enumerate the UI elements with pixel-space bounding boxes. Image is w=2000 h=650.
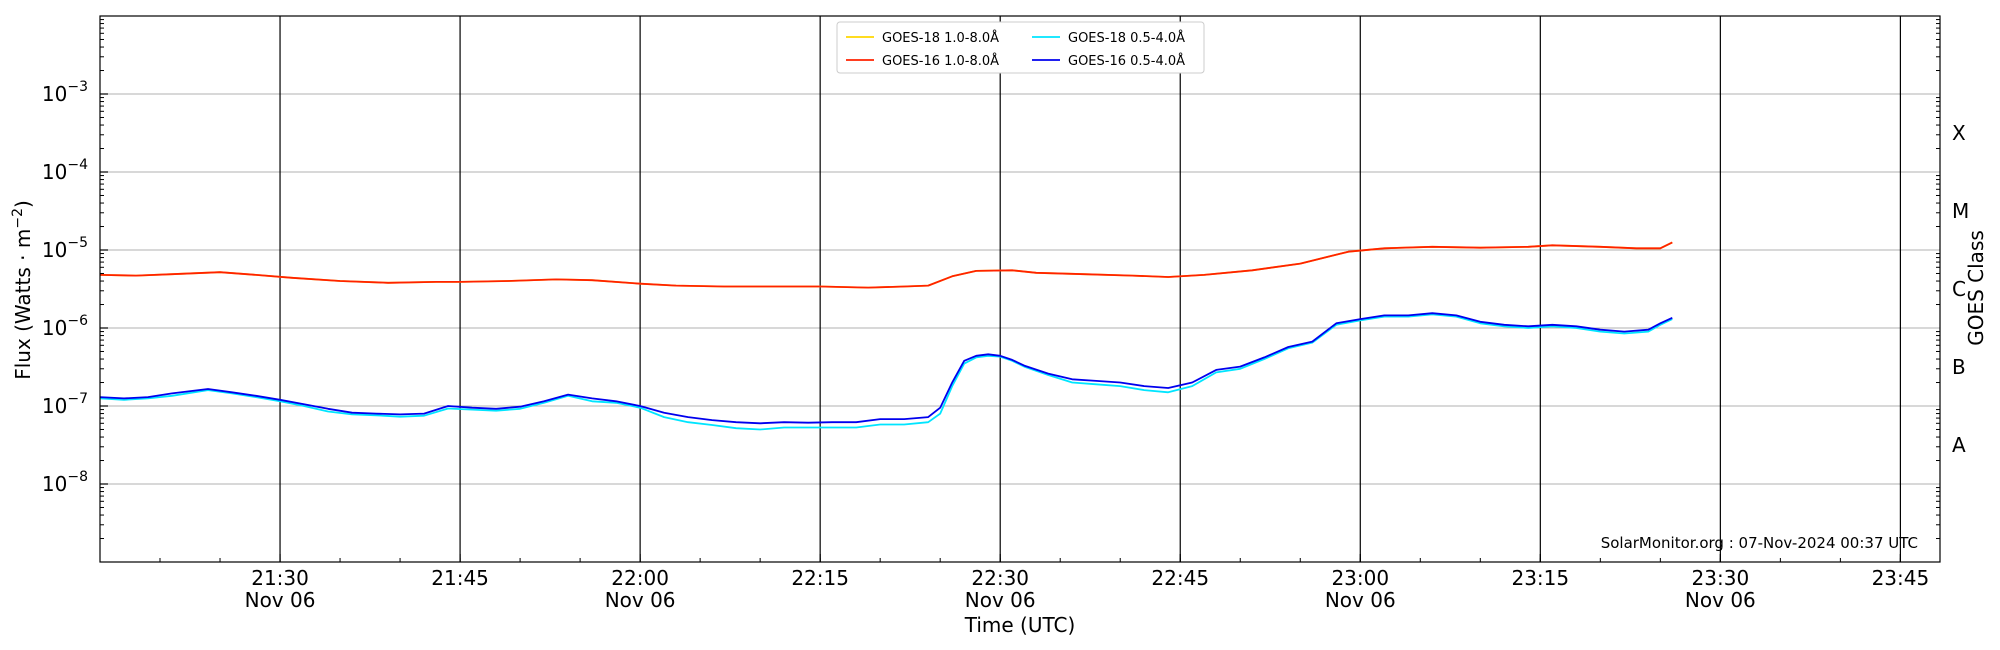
y-tick-label: 10−5 [42,235,88,262]
x-tick-label: 23:45 [1872,566,1930,590]
x-tick-label: 22:00 [611,566,669,590]
goes-class-m-label: M [1952,199,1969,223]
x-tick-label: 21:30 [251,566,309,590]
legend-label: GOES-16 0.5-4.0Å [1068,53,1185,69]
goes-class-b-label: B [1952,355,1966,379]
goes-class-a-label: A [1952,433,1966,457]
credit-text: SolarMonitor.org : 07-Nov-2024 00:37 UTC [1601,534,1918,552]
goes-class-axis-title: GOES Class [1964,230,1988,346]
y-tick-label: 10−6 [42,313,88,340]
legend-label: GOES-16 1.0-8.0Å [882,53,999,69]
x-tick-date-label: Nov 06 [605,588,676,612]
goes-class-c-label: C [1952,277,1966,301]
x-tick-label: 22:45 [1151,566,1209,590]
x-tick-date-label: Nov 06 [1325,588,1396,612]
legend-label: GOES-18 1.0-8.0Å [882,30,999,46]
y-tick-label: 10−4 [42,157,88,184]
x-tick-date-label: Nov 06 [245,588,316,612]
x-tick-label: 23:30 [1692,566,1750,590]
x-tick-label: 23:00 [1331,566,1389,590]
series-line-3 [99,312,1673,425]
legend-box [836,21,1205,74]
x-tick-date-label: Nov 06 [1685,588,1756,612]
series-line-2 [99,241,1673,289]
x-tick-label: 22:30 [971,566,1029,590]
goes-class-labels: X M C B A [1952,121,1969,457]
grid-lines [100,93,1940,485]
x-tick-label: 22:15 [791,566,849,590]
x-tick-label: 21:45 [431,566,489,590]
x-tick-label: 23:15 [1511,566,1569,590]
y-axis-ticks: 10−3 10−4 10−5 10−6 10−7 10−8 [42,19,1940,540]
goes-class-x-label: X [1952,121,1966,145]
series-lines [99,241,1673,431]
day-marker-lines [279,16,1901,562]
x-tick-date-label: Nov 06 [965,588,1036,612]
plot-frame [99,15,1941,563]
y-tick-label: 10−7 [42,391,88,418]
y-tick-label: 10−3 [42,79,88,106]
y-axis-title: Flux (Watts · m−2) [10,200,35,380]
series-line-1 [99,313,1673,431]
y-tick-label: 10−8 [42,469,88,496]
legend: GOES-18 1.0-8.0Å GOES-16 1.0-8.0Å GOES-18 … [836,21,1205,74]
x-axis-title: Time (UTC) [964,613,1076,637]
legend-label: GOES-18 0.5-4.0Å [1068,30,1185,46]
